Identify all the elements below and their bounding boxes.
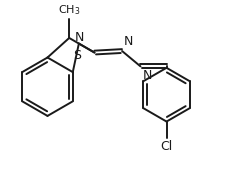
Text: S: S: [74, 49, 81, 62]
Text: Cl: Cl: [161, 140, 173, 153]
Text: N: N: [124, 34, 133, 48]
Text: N: N: [143, 69, 152, 82]
Text: CH$_3$: CH$_3$: [58, 3, 80, 17]
Text: N: N: [74, 32, 84, 44]
